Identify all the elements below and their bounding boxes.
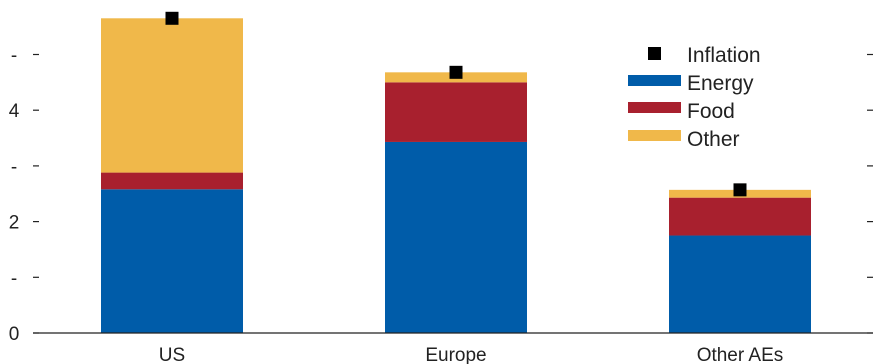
bar-other-us [101,18,243,173]
y-tick-label: - [11,268,17,289]
legend-label-other: Other [687,128,740,151]
y-tick-label: - [11,46,17,67]
x-category-label: Europe [425,345,486,364]
legend-swatch-food [628,102,681,113]
bar-food-us [101,172,243,190]
y-tick-label: - [11,157,17,178]
legend-label-inflation: Inflation [687,44,761,67]
legend-swatch-other [628,130,681,141]
bar-food-europe [385,82,527,142]
bar-energy-us [101,189,243,333]
legend-label-energy: Energy [687,72,754,95]
y-tick-label: 0 [9,324,20,345]
bar-food-other-aes [669,197,811,236]
inflation-markers-layer [165,11,747,197]
bar-energy-europe [385,141,527,333]
x-category-label: Other AEs [697,345,784,364]
legend: Inflation Energy Food Other [628,44,761,151]
y-tick-label: 2 [9,213,20,234]
x-category-label: US [159,345,185,364]
inflation-marker-europe [449,65,463,79]
inflation-marker-other-aes [733,183,747,197]
legend-swatch-inflation [648,47,661,60]
legend-swatch-energy [628,75,681,86]
y-tick-label: 4 [9,101,20,122]
inflation-marker-us [165,11,179,25]
bar-energy-other-aes [669,235,811,333]
legend-label-food: Food [687,100,735,123]
axes-layer: 0 - 2 - 4 - US Europe Other AEs [9,46,873,364]
